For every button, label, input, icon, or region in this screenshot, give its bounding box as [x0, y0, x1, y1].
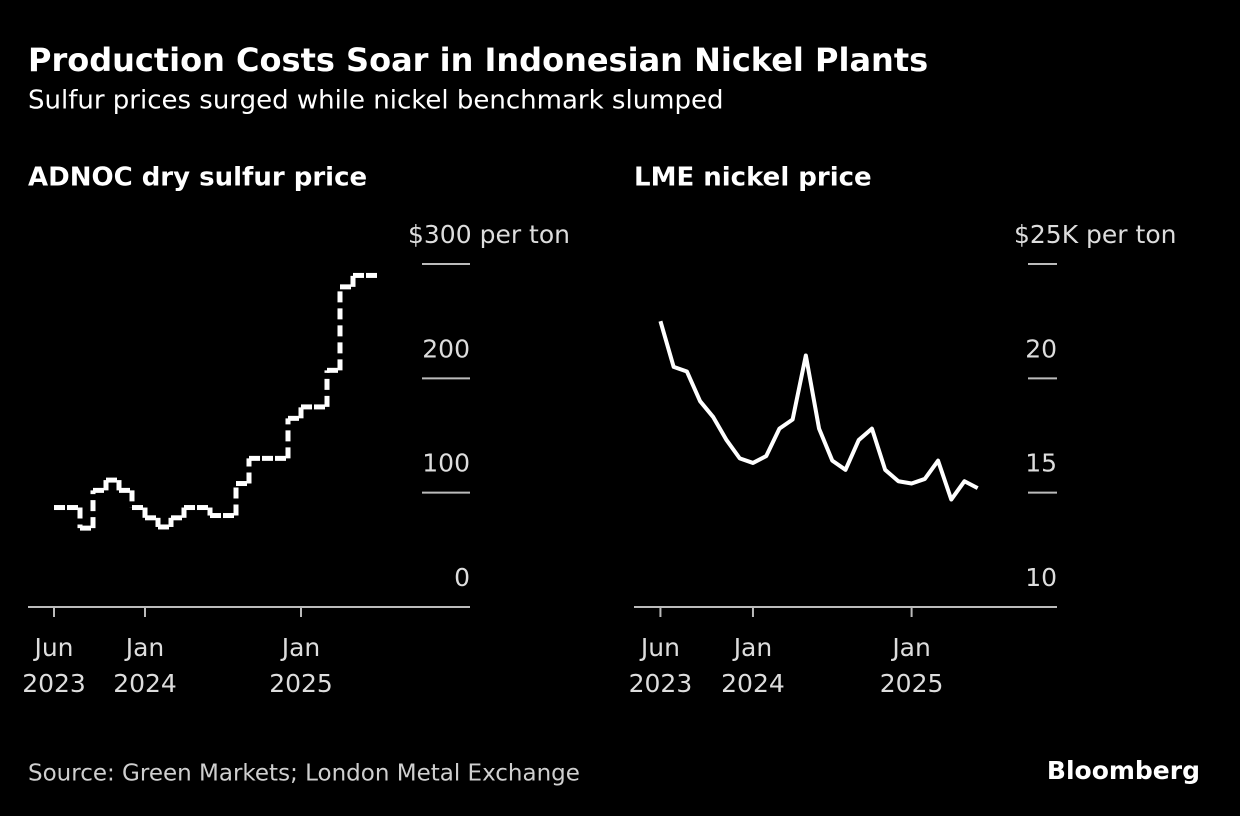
x-tick-label: Jan 2025 [879, 633, 944, 698]
title: Production Costs Soar in Indonesian Nick… [28, 41, 928, 79]
x-tick-label: Jan 2024 [721, 633, 785, 698]
y-tick-label: $25K per ton [1014, 220, 1176, 249]
y-tick-label: 200 [422, 334, 470, 363]
y-tick-label: $300 per ton [408, 220, 570, 249]
x-tick-label: Jun 2023 [628, 633, 693, 698]
panel-title: ADNOC dry sulfur price [28, 163, 367, 193]
x-tick-label: Jan 2024 [113, 633, 177, 698]
y-tick-label: 15 [1025, 449, 1057, 478]
y-tick-label: 20 [1025, 334, 1057, 363]
y-tick-label: 0 [454, 563, 470, 592]
panel-title: LME nickel price [634, 163, 872, 193]
y-tick-label: 100 [422, 449, 470, 478]
logo: Bloomberg [1047, 756, 1200, 785]
source: Source: Green Markets; London Metal Exch… [28, 761, 580, 787]
price-line [658, 320, 979, 502]
subtitle: Sulfur prices surged while nickel benchm… [28, 86, 724, 116]
y-tick-label: 10 [1025, 563, 1057, 592]
x-tick-label: Jun 2023 [22, 633, 86, 698]
x-tick-label: Jan 2025 [269, 633, 333, 698]
